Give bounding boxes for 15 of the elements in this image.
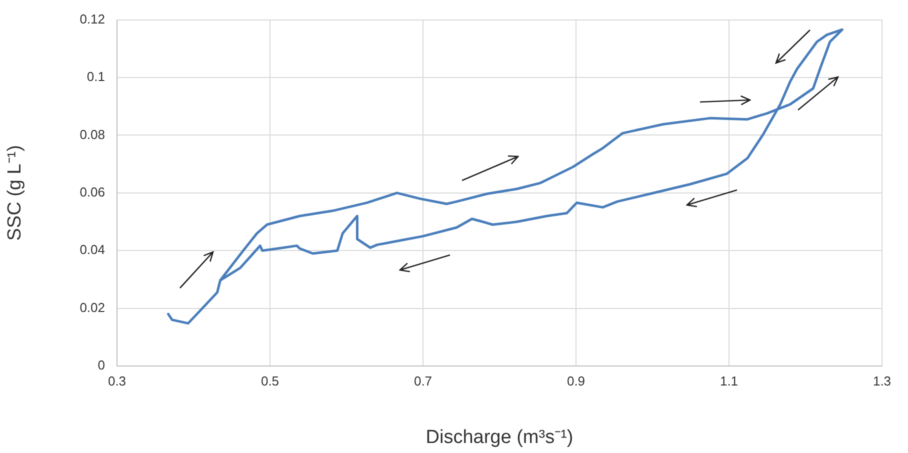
- x-tick-label: 0.3: [108, 373, 126, 388]
- y-tick-label: 0.04: [80, 242, 105, 258]
- y-tick-label: 0.08: [80, 126, 105, 142]
- y-tick-label: 0.1: [86, 69, 105, 84]
- y-tick-label: 0.12: [80, 11, 105, 26]
- x-tick-label: 0.7: [414, 373, 432, 388]
- y-tick-label: 0: [98, 358, 105, 373]
- y-tick-label: 0.02: [80, 300, 105, 315]
- x-tick-label: 1.1: [720, 373, 738, 388]
- y-tick-label: 0.06: [80, 184, 105, 200]
- x-tick-label: 0.9: [566, 373, 586, 388]
- y-axis-title: SSC (g L⁻¹): [4, 145, 26, 241]
- x-axis-title: Discharge (m³s⁻¹): [426, 426, 574, 448]
- x-tick-label: 0.5: [260, 373, 280, 388]
- x-tick-label: 1.3: [872, 373, 892, 388]
